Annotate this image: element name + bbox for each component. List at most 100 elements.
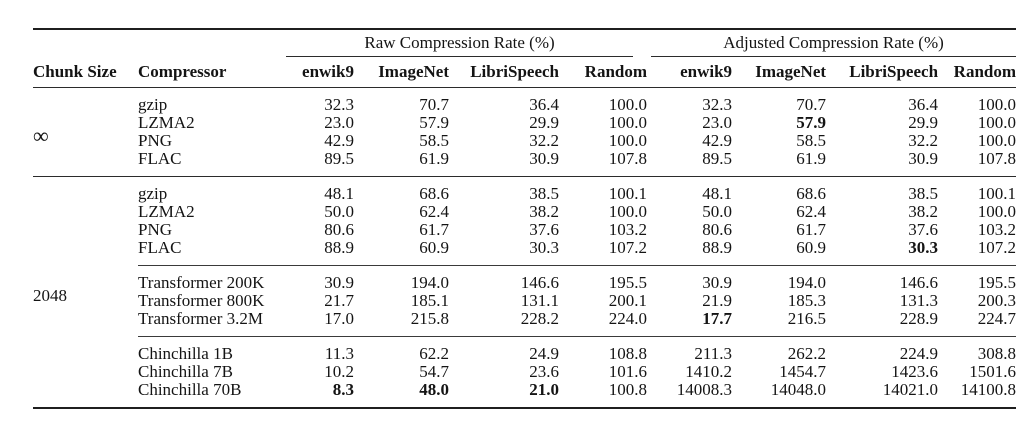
raw-compression-span-header: Raw Compression Rate (%)	[286, 29, 647, 57]
value-cell: 37.6	[908, 220, 939, 239]
table-row: Transformer 3.2M 17.0 215.8 228.2 224.0 17.7 2…	[33, 310, 1016, 337]
value-cell: 228.9	[899, 309, 939, 328]
value-cell: 48.1	[647, 176, 733, 203]
value-cell: 224.9	[826, 336, 939, 363]
value-cell: 100.0	[608, 113, 648, 132]
table-body: ∞ gzip 32.3 70.7 36.4 100.0 32.3 70.7 36.4 100.0 L…	[33, 88, 1017, 408]
compressor-label: PNG	[138, 131, 173, 150]
table-row: PNG 42.9 58.5 32.2 100.0 42.9 58.5 32.2 100.0	[33, 132, 1016, 150]
table-row: ∞ gzip 32.3 70.7 36.4 100.0 32.3 70.7 36.4 100.0	[33, 88, 1017, 147]
value-cell: 70.7	[419, 95, 449, 114]
value-cell: 29.9	[908, 113, 939, 132]
value-cell: 61.7	[796, 220, 827, 239]
value-cell: 42.9	[702, 131, 733, 150]
value-cell: 48.1	[286, 176, 354, 203]
value-cell: 1454.7	[779, 362, 827, 381]
value-cell: 100.0	[608, 202, 648, 221]
value-cell: 50.0	[702, 202, 733, 221]
table-row: FLAC 88.9 60.9 30.3 107.2 88.9 60.9 30.3 107.2	[33, 239, 1016, 266]
value-cell: 36.4	[529, 95, 559, 114]
compressor-column-header: Compressor	[138, 57, 286, 88]
value-cell: 10.2	[324, 362, 354, 381]
table-row: PNG 80.6 61.7 37.6 103.2 80.6 61.7 37.6 103.2	[33, 221, 1016, 239]
value-cell: 103.2	[608, 220, 648, 239]
compressor-label: PNG	[138, 220, 173, 239]
value-cell: 108.8	[559, 336, 648, 363]
value-cell: 29.9	[529, 113, 559, 132]
value-cell: 8.3	[332, 380, 354, 399]
value-cell: 107.2	[608, 238, 648, 257]
value-cell: 200.3	[977, 291, 1017, 310]
compressor-label: gzip	[138, 95, 168, 114]
value-cell: 61.9	[419, 149, 449, 168]
value-cell: 195.5	[559, 265, 648, 292]
value-cell: 68.6	[732, 176, 827, 203]
raw-span-label: Raw Compression Rate (%)	[364, 33, 555, 52]
value-cell: 42.9	[324, 131, 354, 150]
value-cell: 194.0	[354, 265, 449, 292]
adjusted-random-column-header: Random	[938, 57, 1017, 88]
value-cell: 100.0	[977, 202, 1017, 221]
value-cell: 58.5	[419, 131, 449, 150]
value-cell: 62.4	[419, 202, 449, 221]
value-cell: 50.0	[324, 202, 354, 221]
value-cell: 14048.0	[770, 380, 827, 399]
value-cell: 100.0	[977, 131, 1017, 150]
value-cell: 185.1	[410, 291, 449, 310]
span-header-row: Raw Compression Rate (%) Adjusted Compre…	[33, 29, 1017, 57]
value-cell: 1501.6	[969, 362, 1017, 381]
table-row: LZMA2 50.0 62.4 38.2 100.0 50.0 62.4 38.2 100.0	[33, 203, 1016, 221]
adjusted-imagenet-column-header: ImageNet	[732, 57, 827, 88]
value-cell: 57.9	[796, 113, 827, 132]
value-cell: 194.0	[732, 265, 827, 292]
adjusted-librispeech-column-header: LibriSpeech	[826, 57, 939, 88]
value-cell: 21.9	[702, 291, 733, 310]
value-cell: 17.7	[702, 309, 733, 328]
compressor-label: Chinchilla 1B	[138, 336, 286, 363]
value-cell: 103.2	[977, 220, 1017, 239]
value-cell: 30.9	[647, 265, 733, 292]
value-cell: 23.0	[324, 113, 354, 132]
value-cell: 32.3	[702, 95, 733, 114]
value-cell: 62.4	[796, 202, 827, 221]
table-row: Transformer 800K 21.7 185.1 131.1 200.1 21.9 1…	[33, 292, 1016, 310]
value-cell: 107.8	[608, 149, 648, 168]
adjusted-compression-span-header: Adjusted Compression Rate (%)	[647, 29, 1017, 57]
value-cell: 80.6	[324, 220, 354, 239]
value-cell: 30.9	[529, 149, 559, 168]
value-cell: 262.2	[732, 336, 827, 363]
value-cell: 14021.0	[882, 380, 939, 399]
value-cell: 61.7	[419, 220, 449, 239]
value-cell: 36.4	[908, 95, 939, 114]
value-cell: 215.8	[410, 309, 449, 328]
value-cell: 21.0	[529, 380, 559, 399]
value-cell: 21.7	[324, 291, 354, 310]
column-header-row: Chunk Size Compressor enwik9 ImageNet Li…	[33, 57, 1017, 88]
value-cell: 38.5	[449, 176, 559, 203]
compressor-label: Transformer 200K	[138, 265, 286, 292]
raw-imagenet-column-header: ImageNet	[354, 57, 449, 88]
adjusted-span-label: Adjusted Compression Rate (%)	[723, 33, 944, 52]
table-row: LZMA2 23.0 57.9 29.9 100.0 23.0 57.9 29.9 100.0	[33, 114, 1016, 132]
value-cell: 60.9	[419, 238, 449, 257]
value-cell: 146.6	[826, 265, 939, 292]
value-cell: 88.9	[324, 238, 354, 257]
value-cell: 32.2	[529, 131, 559, 150]
raw-enwik9-column-header: enwik9	[286, 57, 354, 88]
compressor-label: FLAC	[138, 149, 182, 168]
value-cell: 48.0	[419, 380, 449, 399]
value-cell: 146.6	[449, 265, 559, 292]
chunk-size-label: ∞	[33, 123, 49, 148]
value-cell: 308.8	[938, 336, 1017, 363]
table-row: FLAC 89.5 61.9 30.9 107.8 89.5 61.9 30.9 107.8	[33, 150, 1016, 177]
value-cell: 107.8	[977, 149, 1017, 168]
compressor-label: Chinchilla 7B	[138, 362, 233, 381]
value-cell: 100.0	[977, 95, 1017, 114]
value-cell: 100.1	[559, 176, 648, 203]
value-cell: 24.9	[449, 336, 559, 363]
value-cell: 185.3	[787, 291, 827, 310]
value-cell: 100.0	[977, 113, 1017, 132]
value-cell: 30.9	[908, 149, 939, 168]
value-cell: 131.1	[520, 291, 559, 310]
value-cell: 211.3	[647, 336, 733, 363]
